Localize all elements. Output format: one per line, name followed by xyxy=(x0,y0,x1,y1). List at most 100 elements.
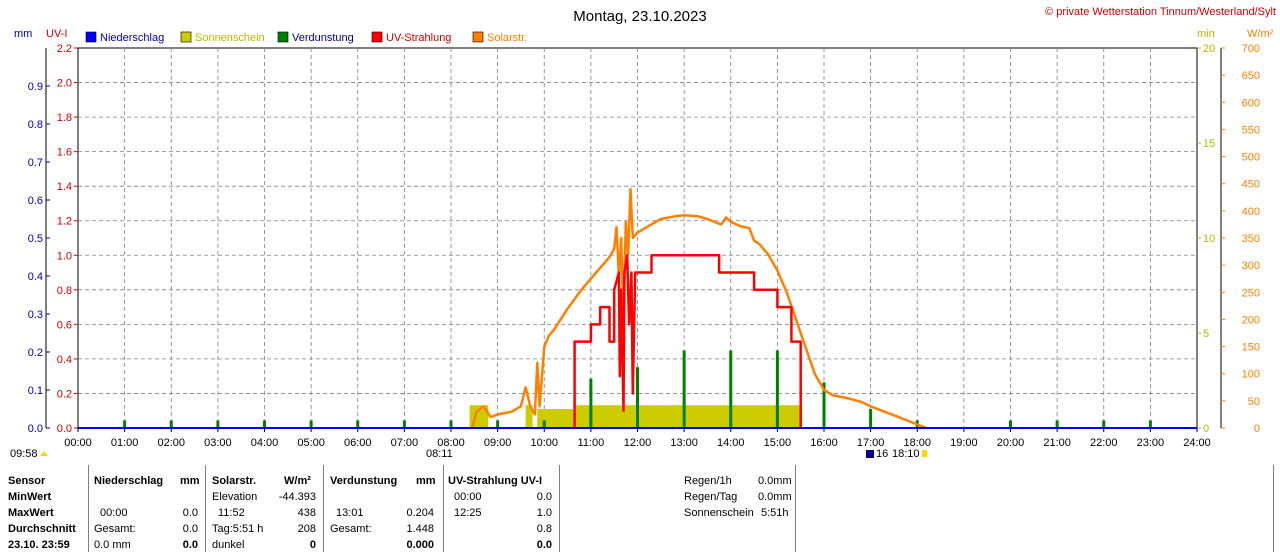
evaporation-spike xyxy=(1148,420,1152,428)
divider xyxy=(795,465,796,552)
mm-tick-label: 0.6 xyxy=(28,195,43,207)
rain-current-amount: 0.0 mm xyxy=(94,539,131,551)
uv-min-value: 0.0 xyxy=(536,491,552,503)
sensor-row-min: MinWert xyxy=(8,491,52,503)
sunshine-bar xyxy=(537,409,575,428)
solar-day-label: Tag:5:51 h xyxy=(212,523,264,535)
evaporation-spike xyxy=(822,382,826,428)
rain-1h-value: 0.0mm xyxy=(758,475,792,487)
evaporation-spike xyxy=(869,409,873,428)
solar-day-value: 208 xyxy=(297,523,316,535)
solar-header: Solarstr. xyxy=(212,475,257,487)
sunset-icon xyxy=(922,450,927,457)
wm2-tick-label: 150 xyxy=(1242,342,1260,354)
legend-label: Sonnenschein xyxy=(195,32,265,44)
mm-tick-label: 0.2 xyxy=(28,347,43,359)
rain-1h-label: Regen/1h xyxy=(684,475,732,487)
x-tick-label: 17:00 xyxy=(857,437,885,449)
solar-elevation-label: Elevation xyxy=(212,491,258,503)
evap-total-label: Gesamt: xyxy=(330,523,372,535)
wm2-tick-label: 400 xyxy=(1242,206,1260,218)
evap-total-value: 1.448 xyxy=(406,523,434,535)
wm2-tick-label: 50 xyxy=(1248,396,1260,408)
sunrise-label: 08:11 xyxy=(426,448,453,460)
evaporation-spike xyxy=(1055,420,1059,428)
x-tick-label: 21:00 xyxy=(1043,437,1071,449)
x-tick-label: 12:00 xyxy=(624,437,652,449)
unit-mm: mm xyxy=(14,28,32,40)
wm2-tick-label: 500 xyxy=(1242,152,1260,164)
evaporation-spike xyxy=(449,420,453,428)
x-tick-label: 16:00 xyxy=(810,437,838,449)
solar-radiation-line xyxy=(470,187,928,430)
series-lines xyxy=(470,187,928,430)
mm-tick-label: 0.0 xyxy=(28,423,43,435)
uv-tick-label: 0.8 xyxy=(57,285,72,297)
x-tick-label: 04:00 xyxy=(251,437,279,449)
evap-header: Verdunstung xyxy=(330,475,398,487)
min-tick-label: 20 xyxy=(1203,43,1215,55)
legend-swatch xyxy=(180,31,192,43)
uv-tick-label: 0.4 xyxy=(57,354,72,366)
x-tick-label: 11:00 xyxy=(578,437,605,449)
weather-chart: Montag, 23.10.2023 © private Wetterstati… xyxy=(10,6,1276,460)
uv-tick-label: 2.2 xyxy=(57,43,72,55)
evaporation-spike xyxy=(402,420,406,428)
rain-unit: mm xyxy=(180,475,200,487)
daylight-label: 09:58 xyxy=(10,448,38,460)
divider xyxy=(88,465,89,552)
uv-max-value: 1.0 xyxy=(536,507,552,519)
x-tick-label: 22:00 xyxy=(1090,437,1118,449)
legend-swatch xyxy=(85,31,97,43)
mm-tick-label: 0.3 xyxy=(28,309,43,321)
evaporation-spike xyxy=(589,378,593,428)
evap-max-value: 0.204 xyxy=(406,507,434,519)
wm2-tick-label: 550 xyxy=(1242,124,1260,136)
evaporation-spike xyxy=(356,420,360,428)
uv-tick-label: 1.6 xyxy=(57,147,72,159)
x-tick-label: 01:00 xyxy=(111,437,139,449)
solar-max-time: 11:52 xyxy=(218,507,245,519)
x-tick-label: 06:00 xyxy=(344,437,372,449)
rain-day-value: 0.0mm xyxy=(758,491,792,503)
mm-tick-label: 0.9 xyxy=(28,81,43,93)
mm-tick-label: 0.4 xyxy=(28,271,43,283)
mm-tick-label: 0.7 xyxy=(28,157,43,169)
unit-uv: UV-I xyxy=(46,28,67,40)
uv-max-time: 12:25 xyxy=(454,507,482,519)
sunshine-bars xyxy=(469,405,801,428)
sun-icon-left xyxy=(40,451,48,456)
legend-label: Verdunstung xyxy=(292,32,354,44)
legend-label: Solarstr. xyxy=(487,32,527,44)
x-tick-label: 18:00 xyxy=(903,437,931,449)
stats-table: Sensor MinWert MaxWert Durchschnitt 23.1… xyxy=(0,465,1280,552)
legend-swatch xyxy=(371,31,383,43)
solar-current-value: 0 xyxy=(309,539,316,551)
uv-tick-label: 2.0 xyxy=(57,78,72,90)
x-tick-label: 00:00 xyxy=(64,437,92,449)
x-tick-label: 07:00 xyxy=(391,437,419,449)
solar-status: dunkel xyxy=(212,539,245,551)
mm-tick-label: 0.1 xyxy=(28,385,43,397)
x-tick-label: 20:00 xyxy=(997,437,1025,449)
sunset-marker-label: 16 xyxy=(876,448,888,460)
sunshine-label: Sonnenschein xyxy=(684,507,754,519)
legend-label: Niederschlag xyxy=(100,32,164,44)
uv-tick-label: 1.2 xyxy=(57,216,72,228)
sunshine-bar xyxy=(574,405,801,428)
x-tick-label: 14:00 xyxy=(717,437,745,449)
uv-min-time: 00:00 xyxy=(454,491,482,503)
sensor-header: Sensor xyxy=(8,475,46,487)
rain-day-label: Regen/Tag xyxy=(684,491,738,503)
x-tick-label: 13:00 xyxy=(670,437,698,449)
x-tick-label: 09:00 xyxy=(484,437,512,449)
uv-avg-value: 0.8 xyxy=(536,523,552,535)
axes: 0.0 0.2 0.4 0.6 0.8 1.0 1.2 1.4 1.6 1.8 2.0 2.2 0.0 0… xyxy=(28,43,1260,449)
solar-elevation-value: -44.393 xyxy=(278,491,316,503)
uv-tick-label: 1.8 xyxy=(57,112,72,124)
x-tick-label: 03:00 xyxy=(204,437,232,449)
sunshine-value: 5:51h xyxy=(761,507,789,519)
uv-tick-label: 1.4 xyxy=(57,181,72,193)
mm-tick-label: 0.8 xyxy=(28,119,43,131)
x-tick-label: 08:00 xyxy=(437,437,465,449)
